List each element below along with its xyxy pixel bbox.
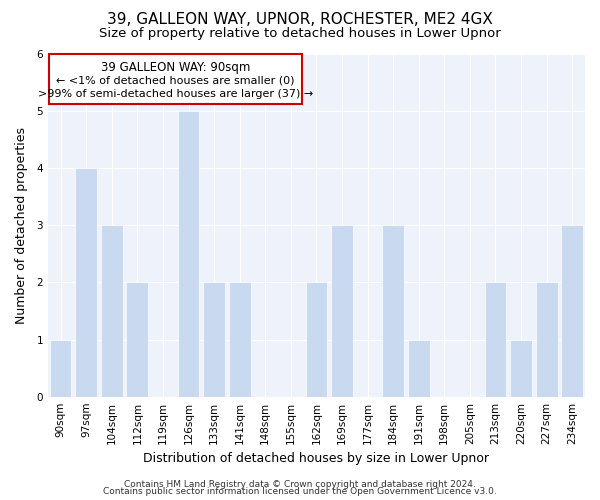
Bar — [408, 340, 430, 396]
Bar — [178, 111, 199, 397]
Bar — [305, 282, 327, 397]
X-axis label: Distribution of detached houses by size in Lower Upnor: Distribution of detached houses by size … — [143, 452, 490, 465]
Bar — [382, 226, 404, 396]
Y-axis label: Number of detached properties: Number of detached properties — [15, 127, 28, 324]
Bar — [101, 226, 122, 396]
Bar — [331, 226, 353, 396]
FancyBboxPatch shape — [49, 54, 302, 104]
Bar — [229, 282, 251, 397]
Text: Contains public sector information licensed under the Open Government Licence v3: Contains public sector information licen… — [103, 488, 497, 496]
Text: >99% of semi-detached houses are larger (37) →: >99% of semi-detached houses are larger … — [38, 90, 313, 100]
Text: ← <1% of detached houses are smaller (0): ← <1% of detached houses are smaller (0) — [56, 75, 295, 85]
Bar — [536, 282, 557, 397]
Bar — [562, 226, 583, 396]
Bar — [50, 340, 71, 396]
Bar — [485, 282, 506, 397]
Text: 39, GALLEON WAY, UPNOR, ROCHESTER, ME2 4GX: 39, GALLEON WAY, UPNOR, ROCHESTER, ME2 4… — [107, 12, 493, 28]
Bar — [203, 282, 225, 397]
Bar — [76, 168, 97, 396]
Bar — [510, 340, 532, 396]
Bar — [127, 282, 148, 397]
Text: Size of property relative to detached houses in Lower Upnor: Size of property relative to detached ho… — [99, 28, 501, 40]
Text: 39 GALLEON WAY: 90sqm: 39 GALLEON WAY: 90sqm — [101, 61, 250, 74]
Text: Contains HM Land Registry data © Crown copyright and database right 2024.: Contains HM Land Registry data © Crown c… — [124, 480, 476, 489]
